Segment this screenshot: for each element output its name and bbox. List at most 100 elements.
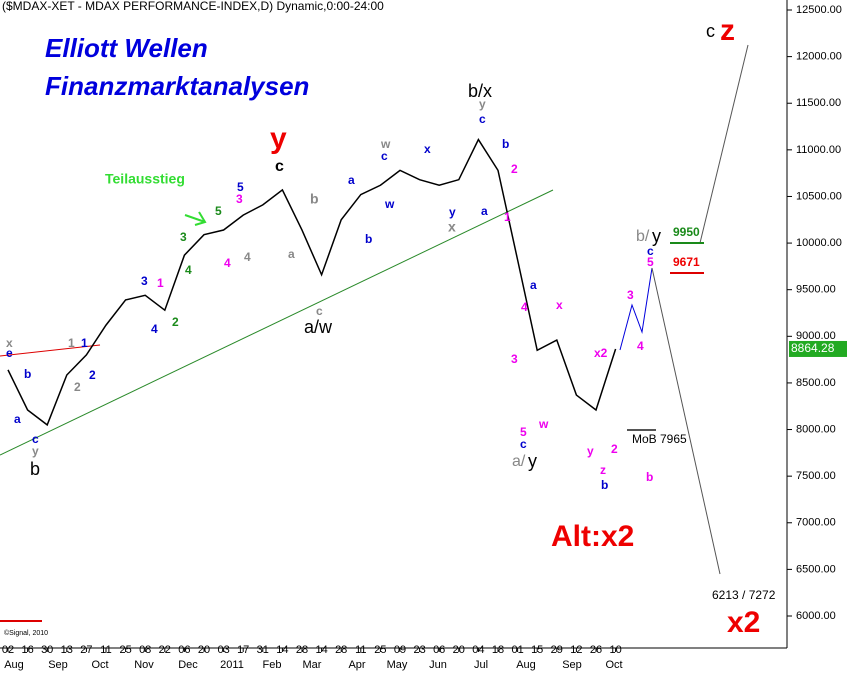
y-tick-label: 10500.00 (796, 190, 842, 202)
x-tick-label: 01 (511, 644, 523, 656)
x-tick-label: 25 (119, 644, 131, 656)
annotation: 1 (68, 336, 75, 350)
annotation: 9950 (673, 225, 700, 239)
annotation: c (647, 244, 654, 258)
annotation: 3 (236, 192, 243, 206)
annotation: b/x (468, 81, 492, 101)
annotation: y (652, 226, 661, 246)
y-tick-label: 8000.00 (796, 423, 836, 435)
month-label: Jul (474, 659, 488, 671)
y-tick-label: 11500.00 (796, 97, 841, 109)
annotation: c (706, 21, 715, 41)
y-tick-label: 12500.00 (796, 4, 842, 16)
x-tick-label: 31 (257, 644, 269, 656)
annotation: MoB 7965 (632, 432, 687, 446)
annotation: 3 (627, 288, 634, 302)
heading: Finanzmarktanalysen (45, 71, 309, 101)
annotation: b (365, 232, 372, 246)
y-tick-label: 6500.00 (796, 563, 836, 575)
month-label: 2011 (220, 659, 244, 671)
annotation: w (538, 417, 549, 431)
y-tick-label: 10000.00 (796, 237, 842, 249)
x-tick-label: 27 (80, 644, 92, 656)
annotation: 3 (141, 274, 148, 288)
annotation: b/ (636, 228, 650, 245)
x-tick-label: 11 (100, 644, 111, 656)
x-tick-label: 28 (335, 644, 347, 656)
annotation: 4 (637, 339, 644, 353)
annotation: ©Signal, 2010 (4, 629, 48, 637)
annotation: y (270, 122, 287, 155)
annotation: 1 (157, 276, 164, 290)
annotation: b (24, 367, 31, 381)
x-tick-label: 28 (296, 644, 308, 656)
annotation: c (316, 304, 323, 318)
x-tick-label: 23 (413, 644, 425, 656)
x-tick-label: 22 (159, 644, 171, 656)
annotation: b (502, 137, 509, 151)
annotation: c (381, 149, 388, 163)
x-tick-label: 06 (178, 644, 190, 656)
month-label: Nov (134, 659, 154, 671)
last-price-box (789, 340, 847, 357)
annotation: a/ (512, 453, 526, 470)
y-tick-label: 12000.00 (796, 51, 842, 63)
annotation: x2 (727, 606, 760, 639)
annotation: b (310, 191, 319, 207)
annotation: a (481, 204, 488, 218)
annotation: c (32, 432, 39, 446)
annotation: 2 (611, 442, 618, 456)
price-line (7, 138, 617, 427)
x-tick-label: 14 (315, 644, 327, 656)
annotation: 2 (172, 315, 179, 329)
last-price-label: 8864.28 (791, 341, 835, 355)
annotation: c (275, 158, 284, 175)
x-tick-label: 14 (276, 644, 288, 656)
x-tick-label: 08 (139, 644, 151, 656)
annotation: 4 (521, 300, 528, 314)
y-tick-label: 9500.00 (796, 284, 836, 296)
arrow (184, 211, 207, 226)
month-label: Oct (91, 659, 108, 671)
annotation: a (530, 278, 537, 292)
y-tick-label: 7500.00 (796, 470, 836, 482)
month-label: Aug (516, 659, 536, 671)
y-tick-label: 7000.00 (796, 517, 836, 529)
month-label: Apr (348, 659, 365, 671)
month-label: Jun (429, 659, 447, 671)
x-tick-label: 04 (472, 644, 484, 656)
annotation: 2 (74, 380, 81, 394)
y-tick-label: 9000.00 (796, 330, 836, 342)
annotation: y (587, 444, 594, 458)
month-label: May (387, 659, 408, 671)
forecast-path (651, 267, 721, 575)
trend-line (0, 344, 101, 357)
annotation: y (449, 205, 456, 219)
annotation: a (288, 247, 295, 261)
annotation: a/w (304, 317, 333, 337)
annotation: z (720, 14, 735, 47)
x-tick-label: 15 (531, 644, 543, 656)
x-tick-label: 17 (237, 644, 249, 656)
annotation: y (479, 97, 486, 111)
x-tick-label: 20 (198, 644, 210, 656)
annotation: c (479, 112, 486, 126)
month-label: Feb (263, 659, 282, 671)
annotation: b (30, 459, 40, 479)
month-label: Sep (48, 659, 68, 671)
x-tick-label: 12 (570, 644, 582, 656)
annotation: 5 (237, 180, 244, 194)
annotation: b (601, 478, 608, 492)
annotation: 3 (180, 230, 187, 244)
annotation: b (646, 470, 653, 484)
x-tick-label: 02 (2, 644, 14, 656)
x-tick-label: 06 (433, 644, 445, 656)
x-tick-label: 13 (61, 644, 73, 656)
x-tick-label: 10 (609, 644, 621, 656)
annotation: 1 (81, 336, 88, 350)
x-tick-label: 30 (41, 644, 53, 656)
x-tick-label: 26 (590, 644, 602, 656)
annotation: 5 (215, 204, 222, 218)
annotation: e (6, 346, 13, 360)
